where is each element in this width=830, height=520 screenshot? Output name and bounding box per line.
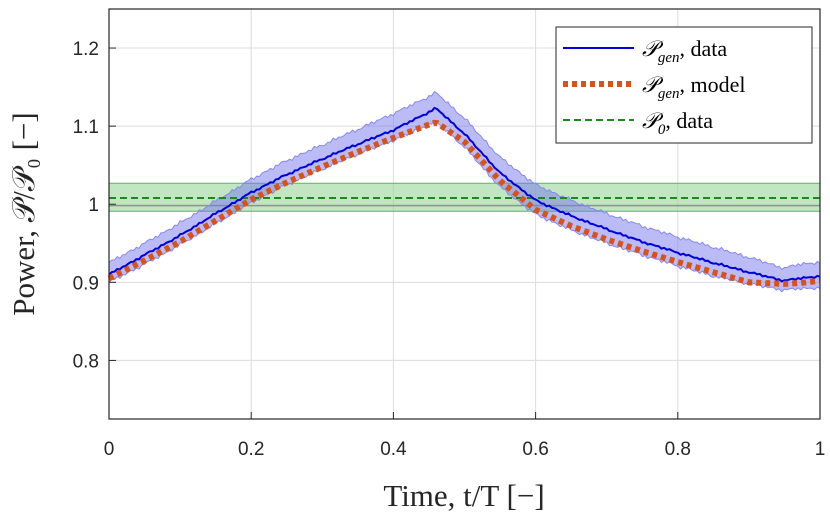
x-tick-label: 0.6 <box>522 439 548 460</box>
y-tick-label: 1.2 <box>73 39 99 60</box>
gen-model-line <box>107 119 821 287</box>
x-tick-label: 0.2 <box>238 439 264 460</box>
y-tick-label: 1.1 <box>73 117 99 138</box>
y-tick-label: 1 <box>88 195 99 216</box>
x-tick-label: 0 <box>104 439 115 460</box>
legend-entry-gen-data: 𝒫gen, data <box>642 36 727 66</box>
legend-box <box>555 26 813 144</box>
axis-ticks: 0 0.2 0.4 0.6 0.8 1 0.8 0.9 1 1.1 1.2 <box>73 39 826 460</box>
legend: 𝒫gen, data 𝒫gen, model 𝒫0, data <box>555 26 813 144</box>
x-tick-label: 0.8 <box>665 439 691 460</box>
y-tick-label: 0.8 <box>73 351 99 372</box>
plot-area-frame <box>108 8 821 420</box>
y-tick-label: 0.9 <box>73 273 99 294</box>
x-tick-label: 1 <box>815 439 826 460</box>
x-tick-label: 0.4 <box>380 439 407 460</box>
y-axis-label: Power, 𝒫/𝒫₀ [−] <box>6 112 41 315</box>
gen-data-line <box>108 106 821 283</box>
series-lines <box>107 106 821 287</box>
x-axis-label: Time, t/T [−] <box>383 478 544 513</box>
